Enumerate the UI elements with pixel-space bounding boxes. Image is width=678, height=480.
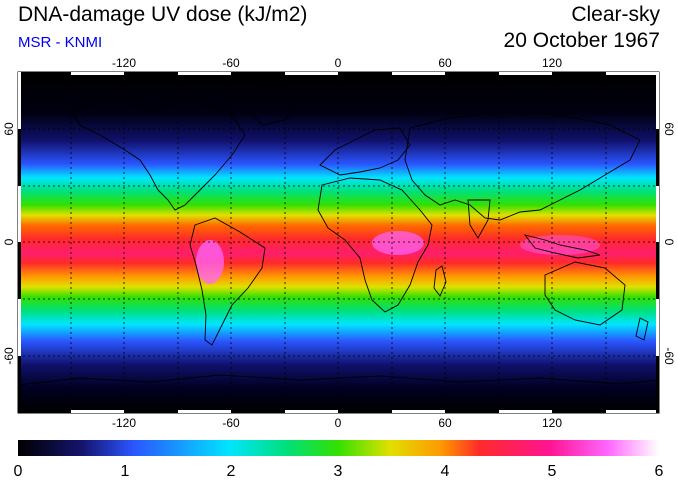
lon-labels-bottom: -120 -60 0 60 120 — [112, 416, 562, 430]
greenland-coast — [244, 84, 301, 126]
lat-label-right: 60 — [662, 122, 676, 136]
lat-label-left: 60 — [2, 122, 16, 136]
north-america-coast — [69, 99, 246, 211]
lat-label-right: -60 — [662, 347, 676, 365]
lat-label-right: 0 — [662, 239, 676, 246]
lat-labels-right: 60 0 -60 — [662, 122, 676, 365]
colorbar-tick-label: 4 — [441, 463, 450, 480]
lon-label-top: -60 — [222, 56, 240, 70]
lat-labels-left: 60 0 -60 — [2, 122, 16, 365]
colorbar-tick-label: 2 — [227, 463, 236, 480]
coastlines — [18, 84, 659, 386]
antarctica-coast — [18, 374, 659, 386]
lon-label-bottom: -60 — [222, 416, 240, 430]
new-zealand-coast — [635, 317, 649, 341]
lon-labels-top: -120 -60 0 60 120 — [112, 56, 562, 70]
colorbar-tick-label: 5 — [548, 463, 557, 480]
map-title: DNA-damage UV dose (kJ/m2) — [18, 3, 308, 26]
lon-label-top: 120 — [542, 56, 562, 70]
lon-label-top: 0 — [335, 56, 342, 70]
madagascar-coast — [433, 265, 447, 297]
colorbar — [18, 440, 659, 456]
colorbar-tick-label: 3 — [334, 463, 343, 480]
colorbar-ticks: 0 1 2 3 4 5 6 — [14, 463, 664, 480]
andes-high-dose — [196, 240, 224, 284]
source-label: MSR - KNMI — [18, 34, 103, 51]
asia-coast — [404, 111, 641, 221]
graticule — [18, 72, 659, 413]
frame-scale-bars — [18, 72, 659, 413]
sky-condition-label: Clear-sky — [571, 3, 660, 26]
lon-label-top: 60 — [438, 56, 452, 70]
map-panel — [18, 72, 659, 413]
lon-label-top: -120 — [112, 56, 136, 70]
africa-coast — [317, 177, 433, 313]
lon-label-bottom: 0 — [335, 416, 342, 430]
south-america-coast — [189, 217, 266, 346]
central-africa-high-dose — [372, 231, 424, 255]
lon-label-bottom: 120 — [542, 416, 562, 430]
colorbar-tick-label: 0 — [14, 463, 23, 480]
australia-coast — [544, 261, 626, 326]
lon-label-bottom: -120 — [112, 416, 136, 430]
lat-label-left: -60 — [2, 347, 16, 365]
lat-label-left: 0 — [2, 238, 16, 245]
india-coast — [467, 199, 491, 239]
date-label: 20 October 1967 — [503, 29, 660, 52]
europe-coast — [319, 127, 411, 176]
lon-label-bottom: 60 — [438, 416, 452, 430]
colorbar-tick-label: 6 — [655, 463, 664, 480]
colorbar-tick-label: 1 — [121, 463, 130, 480]
